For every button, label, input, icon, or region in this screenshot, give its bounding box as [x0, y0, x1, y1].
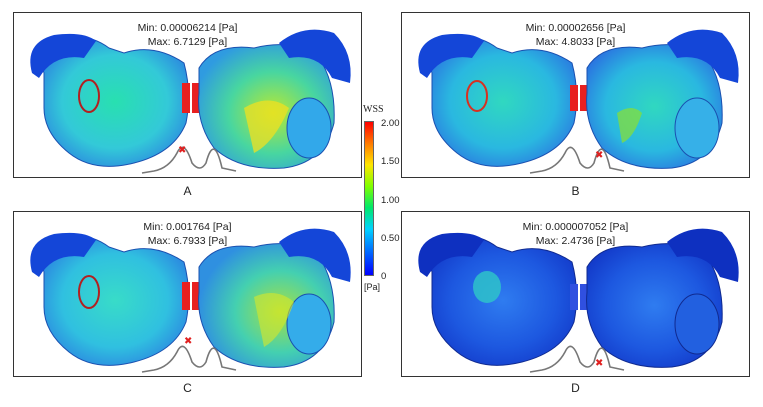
left-appendage	[418, 33, 484, 78]
panel-c: ✖ Min: 0.001764 [Pa] Max: 6.7933 [Pa]	[13, 211, 362, 377]
pulse-marker: ✖	[184, 336, 192, 347]
min-value-a: Min: 0.00006214 [Pa]	[137, 22, 238, 34]
left-appendage	[30, 33, 97, 78]
orifice	[286, 293, 332, 355]
right-appendage	[667, 228, 739, 282]
panel-a: ✖ Min: 0.00006214 [Pa] Max: 6.7129 [Pa]	[13, 12, 362, 178]
valve-left	[182, 83, 190, 113]
colorbar-tick-high: 1.50	[381, 156, 400, 167]
vein-ring	[473, 271, 501, 303]
orifice	[674, 97, 720, 159]
hotspot-band	[617, 108, 642, 143]
red-ring-left	[78, 275, 100, 309]
pulse-curve	[141, 345, 237, 373]
red-ring-left	[466, 80, 488, 112]
colorbar-unit: [Pa]	[364, 282, 381, 292]
hotspot-band	[254, 293, 294, 347]
pulse-curve	[529, 345, 625, 373]
colorbar-tick-min: 0	[381, 271, 387, 282]
pulse-curve	[529, 146, 625, 174]
valve-right	[192, 282, 200, 310]
valve-left	[570, 85, 578, 111]
hotspot-band	[244, 100, 289, 153]
colorbar	[364, 121, 374, 276]
panel-d: ✖ Min: 0.000007052 [Pa] Max: 2.4736 [Pa]	[401, 211, 750, 377]
caption-a: A	[183, 184, 192, 198]
heart-render-c: ✖	[30, 228, 351, 373]
max-value-d: Max: 2.4736 [Pa]	[535, 235, 616, 247]
colorbar-tick-low: 0.50	[381, 233, 400, 244]
colorbar-title: WSS	[363, 104, 384, 115]
heart-render-a: ✖	[30, 29, 351, 174]
valve-right	[192, 83, 200, 113]
left-appendage	[418, 232, 484, 277]
red-ring-left	[78, 79, 100, 113]
valve-right	[580, 284, 588, 310]
min-value-c: Min: 0.001764 [Pa]	[143, 221, 232, 233]
left-appendage	[30, 232, 97, 277]
pulse-curve	[141, 146, 237, 174]
minmax-d: Min: 0.000007052 [Pa] Max: 2.4736 [Pa]	[402, 220, 749, 248]
right-appendage	[667, 29, 739, 84]
min-value-d: Min: 0.000007052 [Pa]	[522, 221, 629, 233]
max-value-b: Max: 4.8033 [Pa]	[535, 36, 616, 48]
valve-left	[570, 284, 578, 310]
right-appendage	[279, 228, 351, 282]
valve-left	[182, 282, 190, 310]
colorbar-tick-mid: 1.00	[381, 195, 400, 206]
max-value-c: Max: 6.7933 [Pa]	[147, 235, 228, 247]
min-value-b: Min: 0.00002656 [Pa]	[525, 22, 626, 34]
panel-b: ✖ Min: 0.00002656 [Pa] Max: 4.8033 [Pa]	[401, 12, 750, 178]
pulse-marker: ✖	[595, 358, 603, 369]
pulse-marker: ✖	[595, 150, 603, 161]
orifice	[674, 293, 720, 355]
orifice	[286, 97, 332, 159]
heart-render-d: ✖	[418, 228, 739, 373]
caption-d: D	[571, 381, 580, 395]
minmax-b: Min: 0.00002656 [Pa] Max: 4.8033 [Pa]	[402, 21, 749, 49]
caption-b: B	[571, 184, 580, 198]
valve-right	[580, 85, 588, 111]
pulse-marker: ✖	[178, 145, 186, 156]
caption-c: C	[183, 381, 192, 395]
max-value-a: Max: 6.7129 [Pa]	[147, 36, 228, 48]
minmax-c: Min: 0.001764 [Pa] Max: 6.7933 [Pa]	[14, 220, 361, 248]
right-appendage	[279, 29, 351, 84]
colorbar-tick-max: 2.00	[381, 118, 400, 129]
minmax-a: Min: 0.00006214 [Pa] Max: 6.7129 [Pa]	[14, 21, 361, 49]
heart-render-b: ✖	[418, 29, 739, 174]
